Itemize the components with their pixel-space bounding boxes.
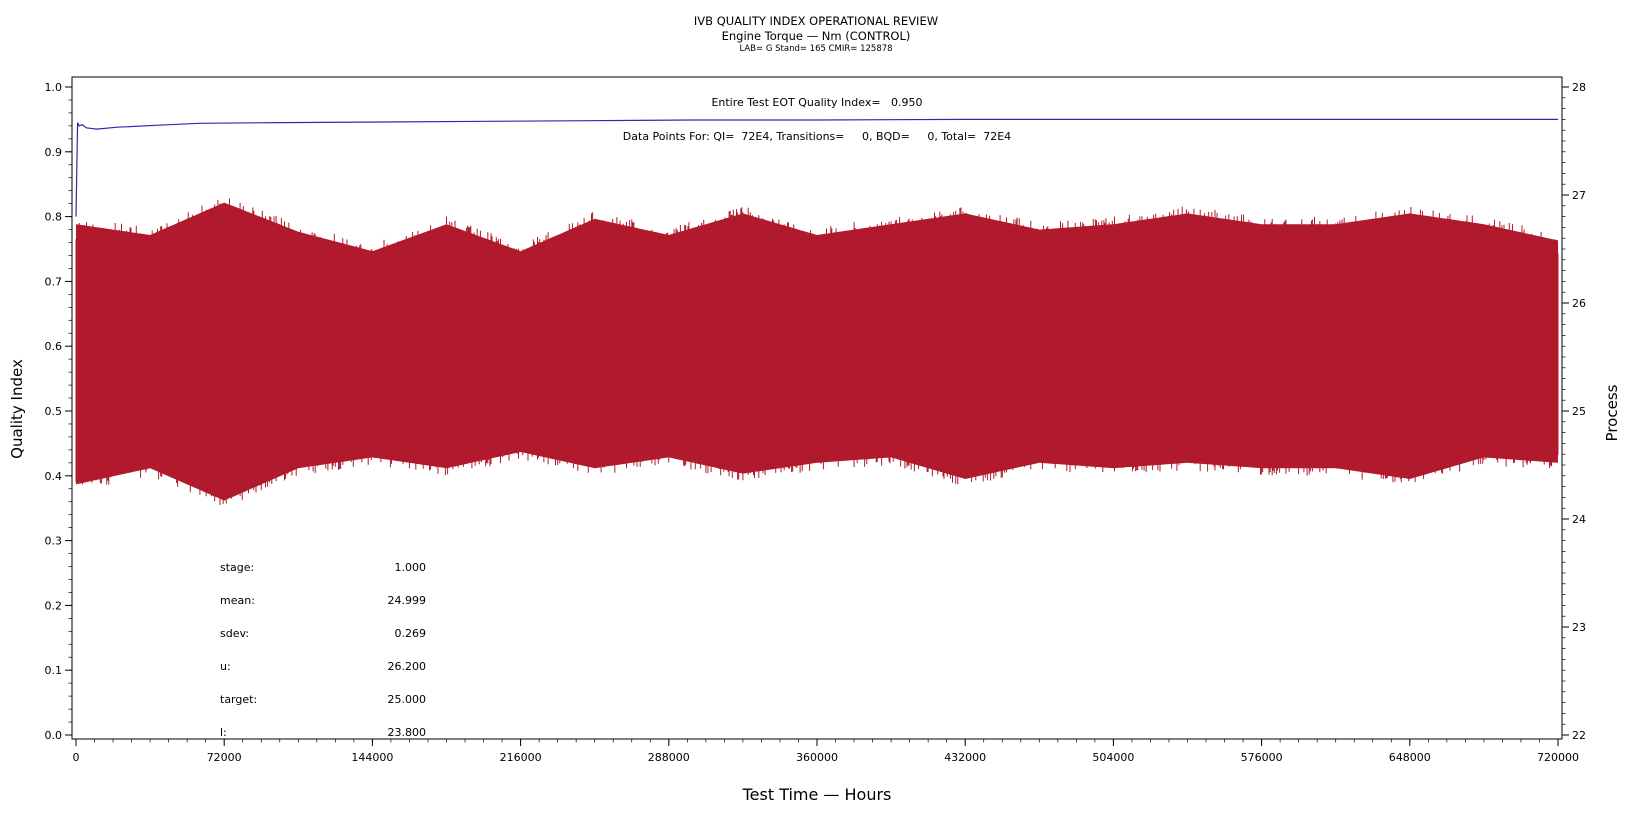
x-tick-label: 288000 xyxy=(648,751,690,764)
right-y-tick-label: 26 xyxy=(1572,297,1586,310)
x-tick-label: 72000 xyxy=(207,751,242,764)
x-tick-label: 360000 xyxy=(796,751,838,764)
right-y-tick-label: 28 xyxy=(1572,81,1586,94)
right-y-tick-label: 22 xyxy=(1572,729,1586,742)
left-y-tick-label: 0.8 xyxy=(45,211,63,224)
x-tick-label: 648000 xyxy=(1389,751,1431,764)
stat-label: u: xyxy=(220,660,231,673)
left-y-tick-label: 0.1 xyxy=(45,664,63,677)
right-y-axis: 22 23 24 25 26 27 28 xyxy=(1562,81,1586,742)
data-points-annotation: Data Points For: QI= 72E4, Transitions= … xyxy=(623,130,1011,143)
right-y-tick-label: 27 xyxy=(1572,189,1586,202)
process-series-spikes xyxy=(75,198,1559,505)
stat-value: 24.999 xyxy=(388,594,427,607)
x-tick-label: 720000 xyxy=(1537,751,1579,764)
process-series-group xyxy=(75,198,1559,505)
stat-label: l: xyxy=(220,726,227,739)
right-y-axis-label: Process xyxy=(1603,384,1621,441)
x-tick-label: 432000 xyxy=(944,751,986,764)
left-y-tick-label: 0.6 xyxy=(45,340,63,353)
stat-value: 1.000 xyxy=(395,561,427,574)
x-tick-label: 576000 xyxy=(1241,751,1283,764)
left-y-tick-label: 0.9 xyxy=(45,146,63,159)
left-y-tick-label: 0.4 xyxy=(45,470,63,483)
x-axis-label: Test Time — Hours xyxy=(742,785,892,804)
stats-block: stage: 1.000 mean: 24.999 sdev: 0.269 u: 26.200… xyxy=(220,561,426,739)
x-tick-label: 504000 xyxy=(1092,751,1134,764)
chart-subtitle: Engine Torque — Nm (CONTROL) xyxy=(721,29,911,43)
stat-label: mean: xyxy=(220,594,255,607)
stat-label: sdev: xyxy=(220,627,249,640)
stat-value: 0.269 xyxy=(395,627,427,640)
stat-value: 23.800 xyxy=(388,726,427,739)
right-y-tick-label: 23 xyxy=(1572,621,1586,634)
x-axis: 0 72000 144000 216000 288000 360000 432000 5040… xyxy=(73,739,1579,764)
stat-value: 26.200 xyxy=(388,660,427,673)
left-y-tick-label: 0.0 xyxy=(45,729,63,742)
left-y-tick-label: 1.0 xyxy=(45,81,63,94)
x-tick-label: 144000 xyxy=(351,751,393,764)
left-y-axis: 0.0 0.1 0.2 0.3 0.4 0.5 0.6 0.7 0.8 0.9 1.0 xyxy=(45,81,72,742)
quality-index-line xyxy=(75,118,1558,217)
left-y-tick-label: 0.7 xyxy=(45,275,63,288)
left-y-tick-label: 0.2 xyxy=(45,599,63,612)
stat-label: stage: xyxy=(220,561,254,574)
right-y-tick-label: 24 xyxy=(1572,513,1586,526)
left-y-tick-label: 0.3 xyxy=(45,535,63,548)
quality-index-annotation: Entire Test EOT Quality Index= 0.950 xyxy=(711,96,922,109)
x-tick-label: 0 xyxy=(73,751,80,764)
left-y-axis-label: Quality Index xyxy=(8,359,26,459)
right-y-tick-label: 25 xyxy=(1572,405,1586,418)
left-y-tick-label: 0.5 xyxy=(45,405,63,418)
stat-value: 25.000 xyxy=(388,693,427,706)
x-tick-label: 216000 xyxy=(500,751,542,764)
quality-index-series-group xyxy=(75,118,1558,217)
chart-info-line: LAB= G Stand= 165 CMIR= 125878 xyxy=(739,44,893,54)
stat-label: target: xyxy=(220,693,257,706)
chart-title: IVB QUALITY INDEX OPERATIONAL REVIEW xyxy=(693,14,939,28)
